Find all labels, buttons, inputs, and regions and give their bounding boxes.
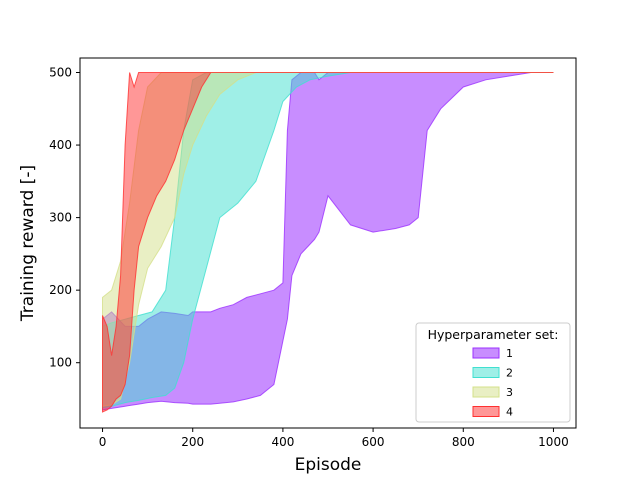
y-tick-label: 200 xyxy=(49,283,72,297)
x-tick-label: 1000 xyxy=(538,435,569,449)
legend-swatch-4 xyxy=(472,406,500,417)
legend-swatch-3 xyxy=(472,386,500,398)
x-tick-label: 200 xyxy=(181,435,204,449)
x-axis-label: Episode xyxy=(295,455,362,475)
legend-label-2: 2 xyxy=(506,367,513,380)
area-series-4 xyxy=(102,72,554,413)
y-tick-label: 300 xyxy=(49,211,72,225)
area-series-group xyxy=(102,72,554,413)
plot-frame xyxy=(79,57,577,429)
y-axis-label: Training reward [-] xyxy=(18,165,38,322)
legend-label-4: 4 xyxy=(506,406,513,419)
x-tick-label: 600 xyxy=(362,435,385,449)
legend-label-1: 1 xyxy=(506,347,513,360)
y-tick-label: 100 xyxy=(49,356,72,370)
axes-group: 0 200 400 600 800 1000 100 200 300 400 500 xyxy=(49,57,577,449)
x-tick-label: 800 xyxy=(452,435,475,449)
y-tick-label: 400 xyxy=(49,138,72,152)
legend-label-3: 3 xyxy=(506,386,513,399)
x-tick-label: 0 xyxy=(99,435,107,449)
legend-swatch-1 xyxy=(472,347,500,359)
legend-swatch-2 xyxy=(472,367,500,378)
legend-title: Hyperparameter set: xyxy=(428,327,559,342)
y-tick-label: 500 xyxy=(49,66,72,80)
x-tick-label: 400 xyxy=(271,435,294,449)
legend: Hyperparameter set: 1 2 3 4 xyxy=(415,322,571,423)
